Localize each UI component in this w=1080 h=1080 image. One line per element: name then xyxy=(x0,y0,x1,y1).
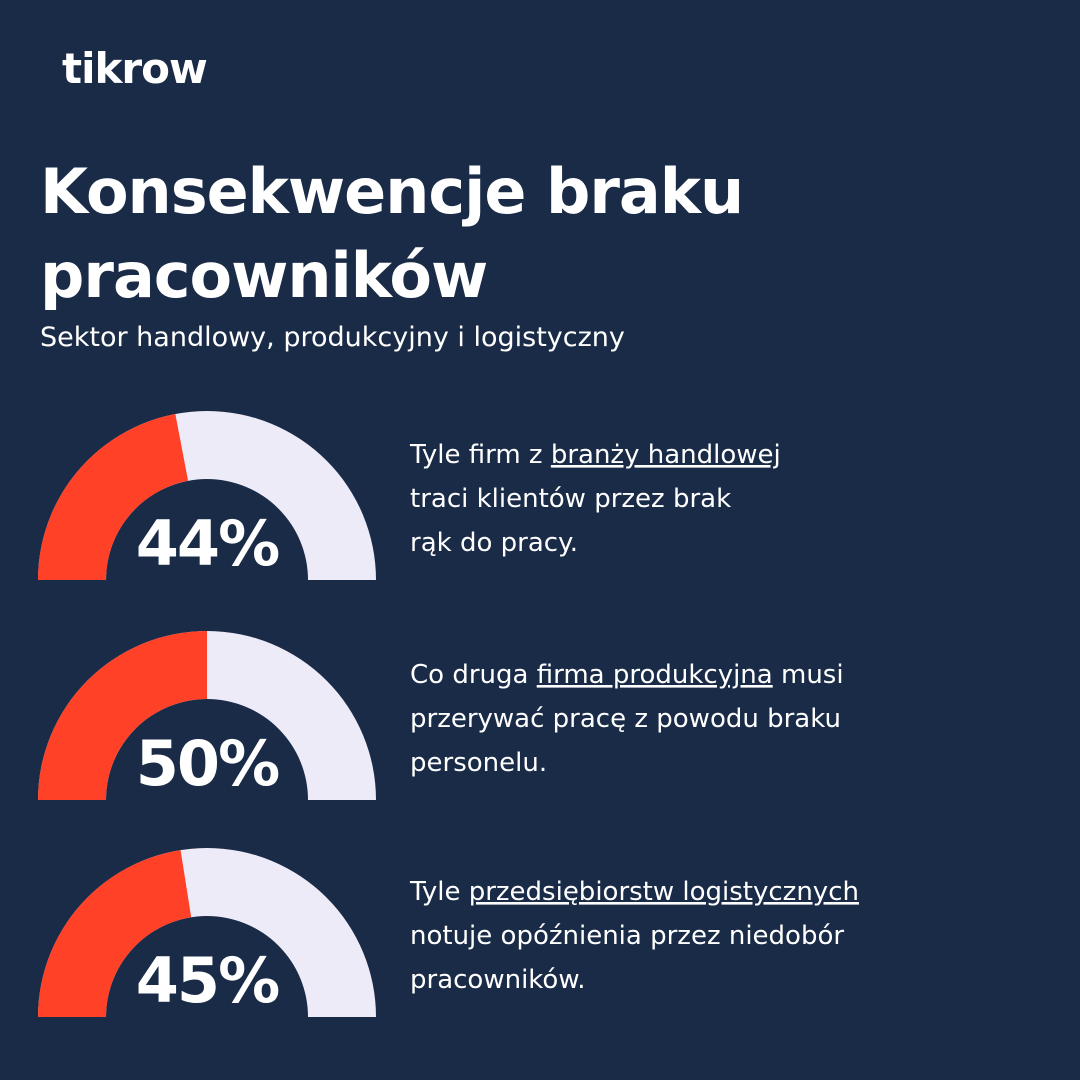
description-text: Tyle firm z xyxy=(409,440,551,470)
description-line: personelu. xyxy=(410,748,547,778)
description-line: Co druga firma produkcyjna musi xyxy=(410,660,844,690)
description-text: pracowników. xyxy=(410,965,585,995)
gauge-value-label: 45% xyxy=(136,944,279,1017)
description-link: firma produkcyjna xyxy=(537,660,773,690)
description-text: Tyle xyxy=(409,877,469,907)
description-line: traci klientów przez brak xyxy=(410,484,731,514)
subtitle: Sektor handlowy, produkcyjny i logistycz… xyxy=(40,322,625,353)
gauge-value-label: 44% xyxy=(136,507,279,580)
description-text: notuje opóźnienia przez niedobór xyxy=(410,921,844,951)
description-text: rąk do pracy. xyxy=(410,528,578,558)
description-text: traci klientów przez brak xyxy=(410,484,731,514)
description-line: Tyle firm z branży handlowej xyxy=(409,440,781,470)
gauge-fill xyxy=(38,631,207,800)
title: Konsekwencje braku pracowników xyxy=(40,155,744,312)
logo: tikrow xyxy=(62,44,208,93)
description-text: Co druga xyxy=(410,660,537,690)
description-line: notuje opóźnienia przez niedobór xyxy=(410,921,844,951)
gauge-value-label: 50% xyxy=(136,727,279,800)
description-line: rąk do pracy. xyxy=(410,528,578,558)
description-line: przerywać pracę z powodu braku xyxy=(410,704,841,734)
description-text: musi xyxy=(773,660,844,690)
description-text: przerywać pracę z powodu braku xyxy=(410,704,841,734)
description-line: Tyle przedsiębiorstw logistycznych xyxy=(409,877,859,907)
description-line: pracowników. xyxy=(410,965,585,995)
description-link: przedsiębiorstw logistycznych xyxy=(469,877,859,907)
description-link: branży handlowej xyxy=(551,440,781,470)
gauge-fill xyxy=(38,850,192,1017)
description-text: personelu. xyxy=(410,748,547,778)
gauge-fill xyxy=(38,413,189,580)
